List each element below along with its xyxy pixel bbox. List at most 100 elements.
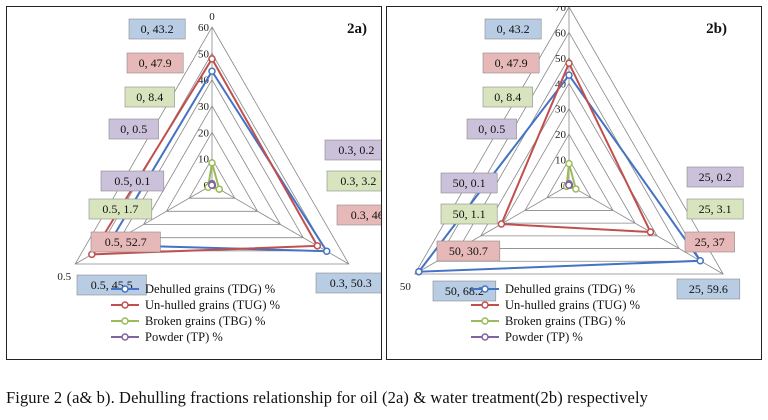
data-label-box: [88, 198, 153, 220]
data-label-box: [686, 166, 744, 188]
series-2: [204, 159, 224, 193]
grid-ring: [502, 107, 636, 224]
data-point: [208, 55, 216, 63]
series-line: [499, 60, 653, 234]
grid-ring: [546, 158, 592, 199]
data-label-box: [482, 86, 533, 108]
data-label: 50, 0.1: [440, 172, 498, 194]
data-label-text: 0, 43.2: [141, 22, 174, 36]
data-point: [497, 220, 506, 228]
data-label: 0.3, 46.2: [336, 204, 381, 226]
legend-item: Dehulled grains (TDG) %: [471, 282, 635, 296]
axis-label: 0.5: [57, 271, 71, 283]
legend-label: Powder (TP) %: [505, 330, 583, 344]
data-label-text: 0.3, 0.2: [338, 143, 374, 157]
legend-marker: [121, 333, 129, 341]
data-label-text: 0.5, 1.7: [102, 202, 138, 216]
legend-item: Broken grains (TBG) %: [111, 314, 265, 328]
data-label-box: [128, 18, 186, 40]
data-label: 0, 47.9: [126, 52, 184, 74]
tick-label: 50: [555, 53, 567, 65]
data-label-text: 50, 68.2: [445, 284, 484, 298]
data-point: [565, 59, 573, 67]
data-label-text: 0.3, 46.2: [351, 208, 381, 222]
data-label: 0, 8.4: [482, 86, 533, 108]
tick-label: 60: [198, 22, 210, 34]
legend-item: Powder (TP) %: [471, 330, 583, 344]
radar-chart-2a: 010203040506000.30.50, 43.20.3, 50.30.5,…: [6, 6, 382, 360]
legend-label: Un-hulled grains (TUG) %: [145, 298, 280, 312]
data-label: 25, 37: [684, 231, 735, 253]
tick-label: 70: [555, 7, 567, 14]
tick-label: 30: [198, 101, 210, 113]
tick-label: 40: [198, 75, 210, 87]
data-point: [313, 242, 322, 250]
data-label-box: [90, 231, 161, 253]
data-label-box: [108, 118, 159, 140]
tick-label: 50: [198, 48, 210, 60]
legend-marker: [481, 285, 489, 293]
radar-grid: [414, 7, 724, 275]
legend-marker: [481, 333, 489, 341]
tick-label: 10: [555, 155, 567, 167]
legend-item: Broken grains (TBG) %: [471, 314, 625, 328]
legend-marker: [121, 301, 129, 309]
legend-item: Un-hulled grains (TUG) %: [111, 298, 280, 312]
data-label: 25, 59.6: [676, 278, 741, 300]
data-label-box: [676, 278, 741, 300]
data-label-text: 50, 1.1: [453, 207, 486, 221]
data-label-box: [440, 203, 498, 225]
data-label-box: [484, 18, 542, 40]
radar-svg-2b: 010203040506070025500, 43.225, 59.650, 6…: [400, 7, 744, 344]
grid-ring: [142, 105, 282, 225]
radar-chart-2b: 010203040506070025500, 43.225, 59.650, 6…: [386, 6, 762, 360]
data-label: 0, 43.2: [128, 18, 186, 40]
legend: Dehulled grains (TDG) % Un-hulled grains …: [471, 282, 640, 344]
data-label-box: [432, 280, 497, 302]
data-label: 0, 47.9: [482, 52, 540, 74]
data-point: [696, 257, 704, 265]
radar-svg-2a: 010203040506000.30.50, 43.20.3, 50.30.5,…: [57, 11, 381, 344]
data-label-text: 25, 0.2: [699, 170, 732, 184]
tick-label: 20: [555, 129, 567, 141]
data-label: 0, 0.5: [466, 118, 517, 140]
data-label-box: [436, 240, 501, 262]
data-label: 0.5, 0.1: [100, 170, 165, 192]
data-label: 0.3, 50.3: [315, 272, 381, 294]
legend-item: Powder (TP) %: [111, 330, 223, 344]
data-point: [215, 185, 224, 193]
grid-ring: [436, 31, 702, 262]
data-point: [565, 181, 573, 189]
data-label-text: 25, 59.6: [689, 282, 728, 296]
grid-ring: [414, 7, 724, 275]
legend-label: Dehulled grains (TDG) %: [505, 282, 635, 296]
data-label: 0.5, 52.7: [90, 231, 161, 253]
data-label: 0.3, 0.2: [324, 139, 381, 161]
grid-ring: [188, 157, 236, 199]
series-line: [89, 56, 320, 256]
series-3: [208, 179, 217, 190]
axis-label: 50: [400, 281, 412, 293]
data-label-box: [126, 52, 184, 74]
legend-marker: [481, 301, 489, 309]
data-label-text: 0, 0.5: [120, 122, 147, 136]
data-label-box: [686, 198, 744, 220]
legend: Dehulled grains (TDG) % Un-hulled grains …: [111, 282, 280, 344]
grid-ring: [74, 26, 350, 265]
data-label-text: 50, 30.7: [449, 244, 488, 258]
series-3: [565, 179, 574, 190]
data-label-box: [100, 170, 165, 192]
data-label-box: [124, 86, 175, 108]
legend-marker: [121, 285, 129, 293]
grid-ring: [165, 131, 259, 212]
grid-ring: [120, 78, 304, 239]
data-label-box: [482, 52, 540, 74]
data-point: [208, 67, 216, 75]
axis-label: 0: [209, 11, 215, 23]
data-point: [565, 159, 573, 168]
legend-label: Broken grains (TBG) %: [145, 314, 265, 328]
data-label: 25, 0.2: [686, 166, 744, 188]
legend-label: Dehulled grains (TDG) %: [145, 282, 275, 296]
data-point: [208, 181, 216, 189]
data-label-text: 0, 43.2: [497, 22, 530, 36]
